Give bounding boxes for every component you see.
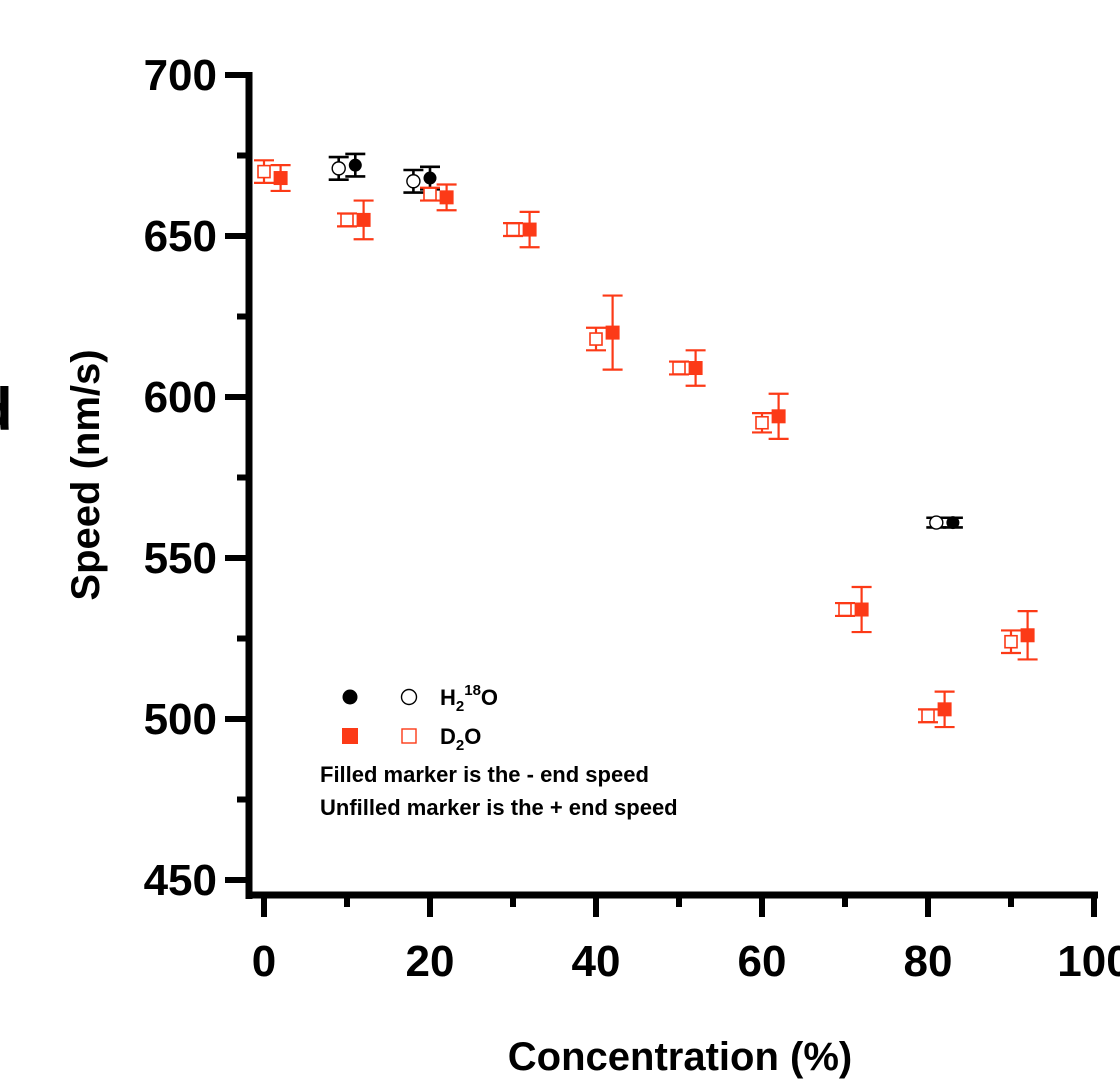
y-tick-label: 600 [144, 373, 217, 422]
y-tick-label: 450 [144, 856, 217, 905]
filled-circle-marker [423, 171, 437, 185]
open-square-marker [921, 708, 935, 723]
data-markers [257, 158, 1035, 723]
legend-filled-circle-marker [342, 689, 358, 705]
x-tick-label: 80 [904, 937, 953, 986]
open-square-marker [1004, 634, 1018, 649]
filled-square-marker [439, 190, 454, 205]
open-square-marker [423, 187, 437, 201]
y-axis-title: Speed (nm/s) [64, 349, 108, 600]
x-tick-label: 60 [738, 937, 787, 986]
filled-square-marker [605, 325, 620, 340]
x-tick-label: 20 [406, 937, 455, 986]
error-bars [254, 152, 1038, 729]
filled-square-marker [854, 602, 869, 617]
x-tick-label: 0 [252, 937, 276, 986]
filled-square-marker [688, 361, 703, 376]
filled-square-marker [1020, 628, 1035, 643]
filled-circle-marker [946, 516, 960, 530]
legend-label: D2O [440, 724, 481, 754]
axes: 450 500 550 600 650 700 0 20 40 60 80 100 [144, 51, 1120, 986]
x-tick-label: 100 [1057, 937, 1120, 986]
legend-label: H218O [440, 682, 498, 715]
filled-circle-marker [348, 158, 362, 172]
filled-square-marker [356, 212, 371, 227]
open-square-marker [506, 222, 520, 237]
filled-square-marker [771, 409, 786, 424]
open-circle-marker [929, 515, 944, 530]
open-square-marker [589, 332, 603, 346]
filled-square-marker [273, 171, 288, 186]
legend-open-square-marker [401, 728, 417, 744]
y-tick-label: 550 [144, 534, 217, 583]
y-tick-label: 700 [144, 51, 217, 100]
open-square-marker [257, 164, 271, 179]
legend: H218O D2O [342, 682, 498, 754]
y-tick-label: 500 [144, 695, 217, 744]
annotation-filled: Filled marker is the - end speed [320, 762, 649, 787]
panel-letter: d [0, 376, 13, 443]
legend-open-circle-marker [400, 688, 418, 706]
legend-filled-square-marker [342, 728, 358, 744]
x-tick-label: 40 [572, 937, 621, 986]
open-square-marker [340, 213, 354, 227]
annotation-unfilled: Unfilled marker is the + end speed [320, 795, 678, 820]
open-square-marker [838, 602, 852, 617]
open-square-marker [755, 415, 769, 430]
open-circle-marker [406, 174, 421, 189]
filled-square-marker [937, 702, 952, 717]
open-square-marker [672, 361, 686, 375]
x-axis-title: Concentration (%) [508, 1035, 852, 1079]
y-tick-label: 650 [144, 212, 217, 261]
open-circle-marker [331, 161, 346, 176]
filled-square-marker [522, 222, 537, 237]
